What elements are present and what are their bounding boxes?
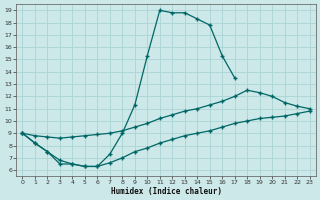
X-axis label: Humidex (Indice chaleur): Humidex (Indice chaleur) [110, 187, 221, 196]
